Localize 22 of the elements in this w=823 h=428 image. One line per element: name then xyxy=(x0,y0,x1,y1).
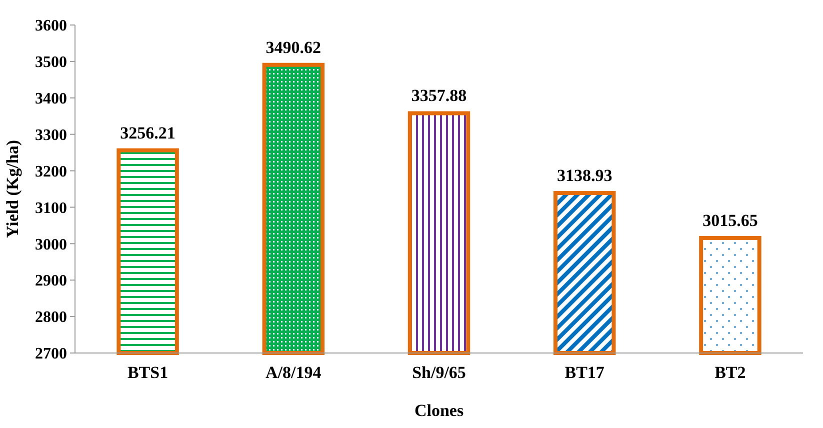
y-tick-label: 3400 xyxy=(35,90,67,108)
y-tick-label: 3500 xyxy=(35,54,67,72)
y-tick-label: 3600 xyxy=(35,18,67,35)
data-label: 3490.62 xyxy=(266,38,322,57)
x-tick-label: BT2 xyxy=(714,363,746,382)
x-tick-label: BT17 xyxy=(564,363,605,382)
data-label: 3256.21 xyxy=(120,123,176,142)
y-tick-label: 2900 xyxy=(35,272,67,290)
data-label: 3138.93 xyxy=(556,166,612,186)
x-tick-label: Sh/9/65 xyxy=(412,363,466,382)
data-label: 3357.88 xyxy=(411,86,467,106)
data-label: 3015.65 xyxy=(702,210,758,230)
y-tick-label: 2800 xyxy=(35,309,67,326)
x-tick-label: A/8/194 xyxy=(266,363,322,382)
y-tick-label: 3200 xyxy=(35,163,67,180)
y-tick-label: 3100 xyxy=(35,200,67,217)
x-axis-title: Clones xyxy=(414,401,464,420)
x-tick-label: BTS1 xyxy=(127,363,168,382)
y-tick-label: 3000 xyxy=(35,236,67,254)
y-tick-label: 2700 xyxy=(35,346,67,363)
y-axis-title: Yield (Kg/ha) xyxy=(3,140,22,238)
y-tick-label: 3300 xyxy=(35,126,67,144)
